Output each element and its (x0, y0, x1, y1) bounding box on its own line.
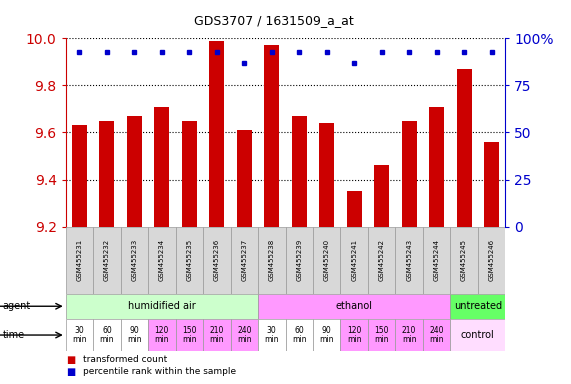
Bar (340, 227, 368, 294)
Text: GDS3707 / 1631509_a_at: GDS3707 / 1631509_a_at (194, 14, 354, 27)
Text: GSM455235: GSM455235 (186, 239, 192, 281)
Text: 90
min: 90 min (127, 326, 142, 344)
Bar (231, 227, 258, 294)
Text: GSM455241: GSM455241 (351, 239, 357, 281)
Bar (203, 319, 231, 351)
Bar (451, 319, 505, 351)
Bar (258, 227, 286, 294)
Text: GSM455240: GSM455240 (324, 239, 329, 281)
Bar (313, 319, 340, 351)
Bar (429, 107, 444, 227)
Text: 120
min: 120 min (347, 326, 361, 344)
Bar (313, 227, 340, 294)
Bar (66, 227, 93, 294)
Text: 150
min: 150 min (182, 326, 196, 344)
Bar (347, 191, 362, 227)
Bar (148, 227, 176, 294)
Text: GSM455237: GSM455237 (242, 239, 247, 281)
Text: 30
min: 30 min (72, 326, 87, 344)
Bar (395, 227, 423, 294)
Bar (374, 166, 389, 227)
Text: ■: ■ (66, 355, 75, 365)
Text: 240
min: 240 min (429, 326, 444, 344)
Bar (478, 227, 505, 294)
Bar (484, 142, 499, 227)
Bar (423, 319, 451, 351)
Bar (154, 107, 170, 227)
Bar (72, 126, 87, 227)
Bar (258, 294, 451, 319)
Bar (451, 294, 505, 319)
Bar (368, 227, 395, 294)
Bar (286, 319, 313, 351)
Text: GSM455242: GSM455242 (379, 239, 385, 281)
Text: 90
min: 90 min (319, 326, 334, 344)
Text: GSM455244: GSM455244 (433, 239, 440, 281)
Bar (93, 227, 120, 294)
Text: GSM455232: GSM455232 (104, 239, 110, 281)
Text: agent: agent (3, 301, 31, 311)
Bar (457, 69, 472, 227)
Bar (182, 121, 197, 227)
Bar (209, 41, 224, 227)
Bar (264, 45, 279, 227)
Text: GSM455238: GSM455238 (269, 239, 275, 281)
Bar (423, 227, 451, 294)
Bar (120, 319, 148, 351)
Text: GSM455245: GSM455245 (461, 239, 467, 281)
Bar (368, 319, 395, 351)
Text: GSM455231: GSM455231 (77, 239, 82, 281)
Text: 210
min: 210 min (402, 326, 416, 344)
Bar (401, 121, 417, 227)
Text: 240
min: 240 min (237, 326, 252, 344)
Text: ■: ■ (66, 366, 75, 377)
Text: GSM455246: GSM455246 (489, 239, 494, 281)
Text: control: control (461, 330, 494, 340)
Text: GSM455236: GSM455236 (214, 239, 220, 281)
Text: GSM455233: GSM455233 (131, 239, 138, 281)
Text: time: time (3, 330, 25, 340)
Text: 120
min: 120 min (155, 326, 169, 344)
Text: transformed count: transformed count (83, 356, 167, 364)
Text: 60
min: 60 min (292, 326, 307, 344)
Bar (340, 319, 368, 351)
Text: untreated: untreated (454, 301, 502, 311)
Bar (292, 116, 307, 227)
Bar (237, 130, 252, 227)
Text: GSM455234: GSM455234 (159, 239, 165, 281)
Text: 30
min: 30 min (264, 326, 279, 344)
Bar (176, 227, 203, 294)
Text: 60
min: 60 min (99, 326, 114, 344)
Bar (258, 319, 286, 351)
Bar (286, 227, 313, 294)
Bar (231, 319, 258, 351)
Bar (99, 121, 114, 227)
Bar (395, 319, 423, 351)
Bar (451, 227, 478, 294)
Text: 150
min: 150 min (375, 326, 389, 344)
Text: ethanol: ethanol (336, 301, 373, 311)
Text: humidified air: humidified air (128, 301, 196, 311)
Bar (120, 227, 148, 294)
Bar (93, 319, 120, 351)
Bar (127, 116, 142, 227)
Text: percentile rank within the sample: percentile rank within the sample (83, 367, 236, 376)
Bar (148, 319, 176, 351)
Bar (203, 227, 231, 294)
Text: 210
min: 210 min (210, 326, 224, 344)
Bar (319, 123, 334, 227)
Bar (66, 294, 258, 319)
Text: GSM455243: GSM455243 (406, 239, 412, 281)
Bar (176, 319, 203, 351)
Bar (66, 319, 93, 351)
Text: GSM455239: GSM455239 (296, 239, 302, 281)
